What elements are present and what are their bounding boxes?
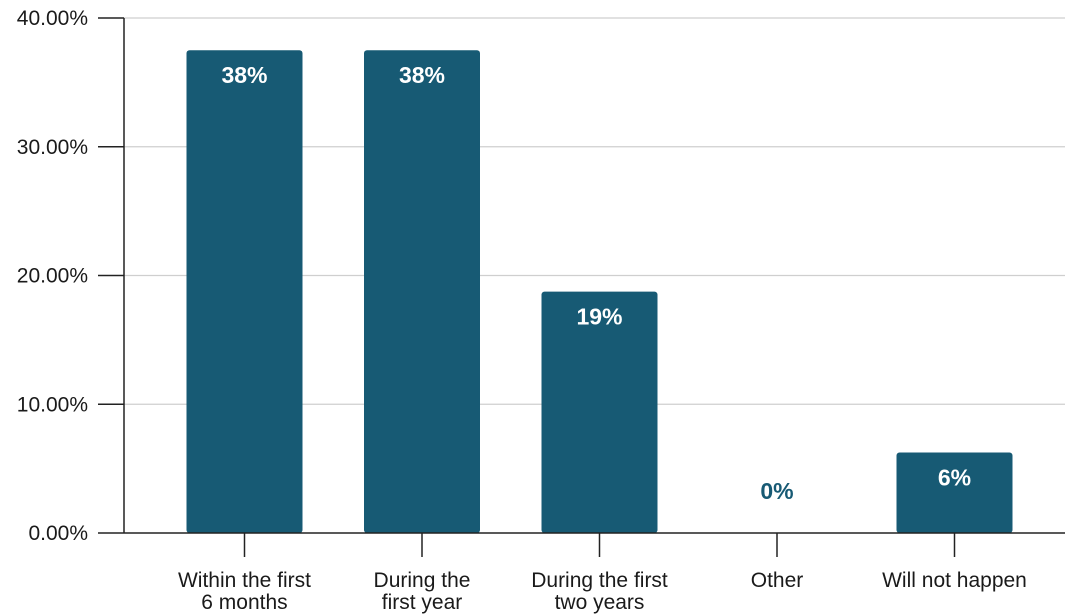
y-tick-label: 20.00%	[17, 265, 88, 288]
bar	[364, 50, 480, 533]
y-tick-label: 30.00%	[17, 136, 88, 159]
bar	[896, 452, 1013, 533]
x-category-label: During the first year	[374, 569, 471, 614]
y-tick-label: 40.00%	[17, 7, 88, 30]
x-category-label: Other	[751, 569, 804, 592]
data-label: 0%	[760, 478, 793, 504]
data-label: 19%	[576, 304, 622, 330]
y-tick-label: 0.00%	[28, 522, 88, 545]
bar	[186, 50, 303, 533]
y-tick-label: 10.00%	[17, 393, 88, 416]
data-label: 6%	[938, 465, 971, 491]
labels: 0.00% 10.00% 20.00% 30.00% 40.00% 38% Within t…	[17, 7, 1027, 614]
x-category-label: During the first two years	[531, 569, 668, 614]
axes	[98, 17, 1065, 557]
bars	[186, 50, 1013, 533]
data-label: 38%	[399, 62, 445, 88]
data-label: 38%	[221, 62, 267, 88]
x-category-label: Will not happen	[882, 569, 1027, 592]
bar	[541, 291, 658, 533]
x-category-label: Within the first 6 months	[178, 569, 311, 614]
